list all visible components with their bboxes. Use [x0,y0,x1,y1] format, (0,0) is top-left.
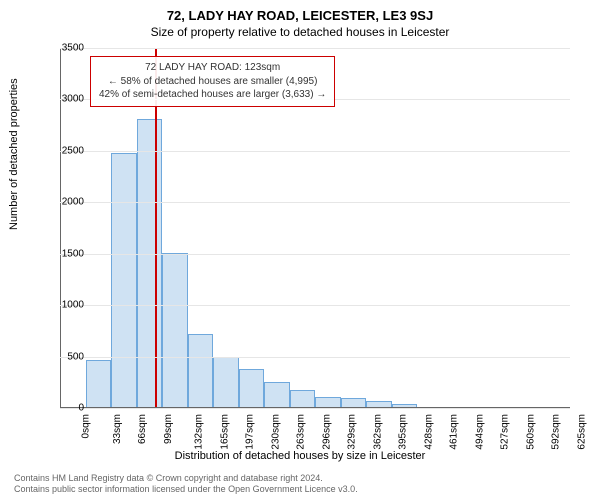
x-tick-label: 329sqm [347,414,358,450]
info-line-smaller: ← 58% of detached houses are smaller (4,… [99,75,326,89]
gridline [60,48,570,49]
page-subtitle: Size of property relative to detached ho… [0,23,600,39]
x-tick-label: 428sqm [423,414,434,450]
y-tick-label: 3000 [44,94,84,105]
x-tick-label: 494sqm [474,414,485,450]
y-tick-label: 500 [44,351,84,362]
x-tick-label: 197sqm [245,414,256,450]
y-tick-label: 1000 [44,300,84,311]
y-tick-label: 2500 [44,145,84,156]
info-line-larger: 42% of semi-detached houses are larger (… [99,88,326,102]
footer-attribution: Contains HM Land Registry data © Crown c… [14,473,358,496]
x-tick-label: 625sqm [576,414,587,450]
gridline [60,254,570,255]
page-title: 72, LADY HAY ROAD, LEICESTER, LE3 9SJ [0,0,600,23]
x-tick-label: 560sqm [525,414,536,450]
y-tick-label: 0 [44,403,84,414]
x-tick-label: 132sqm [194,414,205,450]
x-tick-label: 527sqm [500,414,511,450]
x-tick-label: 99sqm [163,414,174,444]
y-tick-label: 1500 [44,248,84,259]
x-tick-label: 165sqm [219,414,230,450]
footer-line-1: Contains HM Land Registry data © Crown c… [14,473,358,485]
x-tick-label: 395sqm [398,414,409,450]
x-tick-label: 230sqm [270,414,281,450]
gridline [60,305,570,306]
x-tick-label: 33sqm [112,414,123,444]
gridline [60,357,570,358]
gridline [60,408,570,409]
y-axis-label: Number of detached properties [8,78,20,230]
gridline [60,202,570,203]
x-tick-label: 66sqm [137,414,148,444]
x-tick-label: 592sqm [551,414,562,450]
footer-line-2: Contains public sector information licen… [14,484,358,496]
gridline [60,151,570,152]
x-tick-label: 296sqm [321,414,332,450]
x-tick-label: 362sqm [372,414,383,450]
y-tick-label: 3500 [44,43,84,54]
info-line-size: 72 LADY HAY ROAD: 123sqm [99,61,326,75]
x-tick-label: 461sqm [449,414,460,450]
info-callout-box: 72 LADY HAY ROAD: 123sqm ← 58% of detach… [90,56,335,107]
x-tick-label: 0sqm [80,414,91,438]
x-tick-label: 263sqm [296,414,307,450]
x-axis-label: Distribution of detached houses by size … [0,450,600,462]
y-tick-label: 2000 [44,197,84,208]
